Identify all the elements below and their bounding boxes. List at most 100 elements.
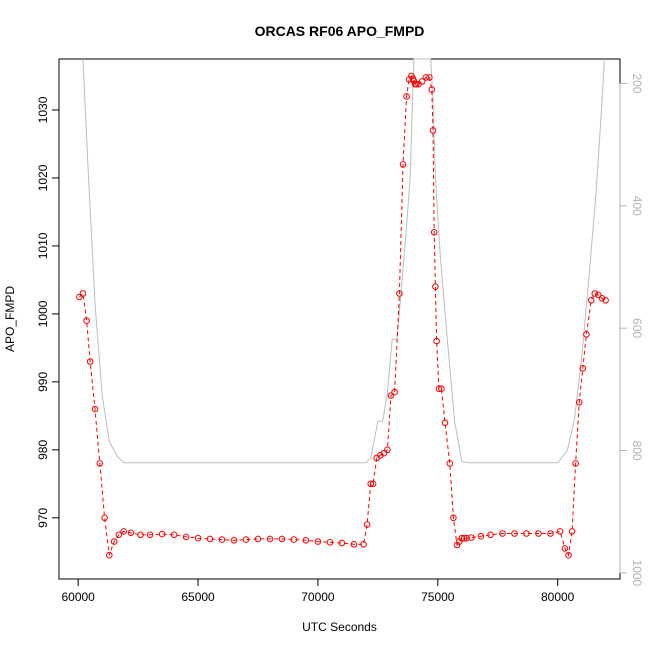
y2-tick-label: 800 — [630, 441, 644, 461]
data-point — [412, 80, 420, 88]
data-point — [278, 535, 286, 543]
y-tick-label: 1010 — [36, 232, 50, 259]
data-point — [396, 290, 403, 297]
data-point — [450, 514, 457, 522]
data-point — [367, 480, 375, 488]
data-point — [432, 283, 439, 291]
data-point — [399, 161, 407, 168]
data-point — [468, 534, 475, 541]
data-point — [146, 531, 154, 539]
data-point — [429, 127, 437, 134]
data-point — [290, 536, 298, 543]
data-point — [591, 290, 599, 297]
data-point — [83, 317, 90, 325]
x-tick-label: 65000 — [181, 590, 215, 604]
data-point — [579, 365, 587, 372]
y-tick-label: 1000 — [36, 300, 50, 327]
y-tick-label: 990 — [36, 372, 50, 392]
data-point — [76, 293, 83, 301]
primary-series — [76, 72, 609, 559]
data-point — [561, 545, 569, 552]
data-point — [598, 295, 606, 302]
data-point — [523, 530, 530, 537]
data-point — [535, 530, 542, 537]
data-point — [363, 521, 371, 528]
data-point — [206, 535, 214, 543]
data-point — [266, 535, 274, 543]
data-point — [426, 74, 433, 81]
data-point — [218, 536, 226, 543]
data-point — [433, 337, 440, 345]
data-point — [435, 385, 443, 393]
data-point — [326, 539, 334, 546]
data-point — [477, 532, 485, 540]
data-point — [403, 93, 410, 100]
chart-title: ORCAS RF06 APO_FMPD — [255, 23, 425, 39]
data-point — [441, 419, 449, 427]
data-point — [418, 78, 426, 85]
data-point — [182, 533, 190, 541]
data-point — [438, 385, 445, 393]
data-point — [511, 530, 518, 537]
plot-frame — [58, 58, 621, 580]
x-tick-label: 80000 — [541, 590, 575, 604]
x-tick-label: 70000 — [301, 590, 335, 604]
data-point — [460, 534, 468, 542]
data-point — [499, 530, 506, 537]
x-tick-label: 60000 — [61, 590, 95, 604]
x-axis-label: UTC Seconds — [302, 620, 377, 634]
data-point — [587, 297, 595, 304]
data-point — [158, 530, 166, 538]
data-point — [430, 229, 438, 236]
data-point — [458, 534, 466, 542]
data-point — [556, 528, 564, 535]
y-tick-label: 980 — [36, 440, 50, 460]
y-axis-label: APO_FMPD — [3, 286, 17, 352]
data-point — [96, 460, 104, 467]
data-point — [360, 541, 367, 548]
primary-series-line — [79, 75, 606, 557]
x-tick-label: 75000 — [421, 590, 455, 604]
data-point — [391, 388, 398, 396]
data-point — [369, 480, 377, 488]
data-point — [446, 460, 454, 467]
data-point — [79, 290, 87, 297]
data-point — [230, 537, 238, 544]
data-point — [338, 539, 346, 547]
secondary-series — [82, 58, 605, 464]
data-point — [350, 541, 358, 548]
data-point — [254, 535, 262, 543]
y-tick-label: 970 — [36, 507, 50, 527]
data-point — [110, 538, 118, 545]
y2-axis: 200 400 600 800 1000 — [619, 73, 644, 587]
data-point — [120, 528, 127, 535]
data-point — [463, 534, 470, 542]
y-tick-label: 1030 — [36, 96, 50, 123]
data-point — [384, 446, 391, 454]
data-point — [595, 291, 602, 299]
data-point — [422, 74, 430, 81]
data-point — [565, 551, 572, 559]
x-axis: 60000 65000 70000 75000 80000 — [61, 578, 575, 604]
data-point — [377, 452, 384, 459]
y-tick-label: 1020 — [36, 164, 50, 191]
data-point — [575, 399, 583, 406]
data-point — [547, 530, 554, 537]
data-point — [602, 297, 609, 304]
data-point — [583, 331, 590, 338]
y-axis: 970 980 990 1000 1010 1020 1030 — [36, 96, 60, 528]
data-point — [101, 514, 108, 522]
data-point — [387, 392, 395, 399]
data-point — [568, 528, 576, 535]
data-point — [428, 86, 436, 93]
data-point — [314, 538, 322, 545]
data-point — [242, 536, 250, 543]
data-point — [572, 460, 579, 467]
data-point — [86, 358, 94, 365]
data-point — [194, 534, 202, 542]
data-point — [91, 405, 99, 413]
y2-tick-label: 1000 — [630, 560, 644, 587]
data-point — [170, 531, 178, 539]
data-point — [106, 551, 113, 559]
data-point — [137, 531, 144, 539]
